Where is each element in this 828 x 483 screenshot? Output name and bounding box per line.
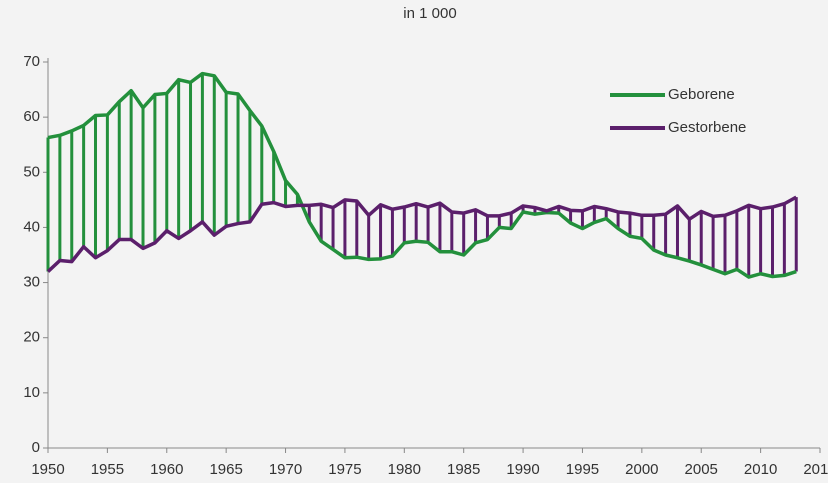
x-tick-label: 1990 [506, 461, 539, 478]
x-tick-label: 1995 [566, 461, 599, 478]
y-tick-label: 0 [32, 439, 40, 456]
x-tick-label: 1955 [91, 461, 124, 478]
x-tick-label: 1960 [150, 461, 183, 478]
x-tick-label: 2005 [685, 461, 718, 478]
x-tick-label: 1975 [328, 461, 361, 478]
x-tick-label: 2015 [803, 461, 828, 478]
legend-label: Geborene [668, 86, 735, 103]
legend-label: Gestorbene [668, 119, 746, 136]
y-tick-label: 40 [23, 218, 40, 235]
series-line [46, 195, 798, 273]
x-tick-label: 1980 [388, 461, 421, 478]
chart-title: in 1 000 [403, 5, 456, 22]
x-tick-label: 2000 [625, 461, 658, 478]
y-tick-label: 50 [23, 163, 40, 180]
y-tick-label: 10 [23, 384, 40, 401]
x-tick-label: 1970 [269, 461, 302, 478]
y-tick-label: 60 [23, 108, 40, 125]
x-tick-label: 1965 [209, 461, 242, 478]
y-tick-label: 70 [23, 53, 40, 70]
x-tick-label: 2010 [744, 461, 777, 478]
y-tick-label: 20 [23, 329, 40, 346]
y-tick-label: 30 [23, 274, 40, 291]
series-line [47, 71, 797, 279]
x-tick-label: 1985 [447, 461, 480, 478]
x-tick-label: 1950 [31, 461, 64, 478]
